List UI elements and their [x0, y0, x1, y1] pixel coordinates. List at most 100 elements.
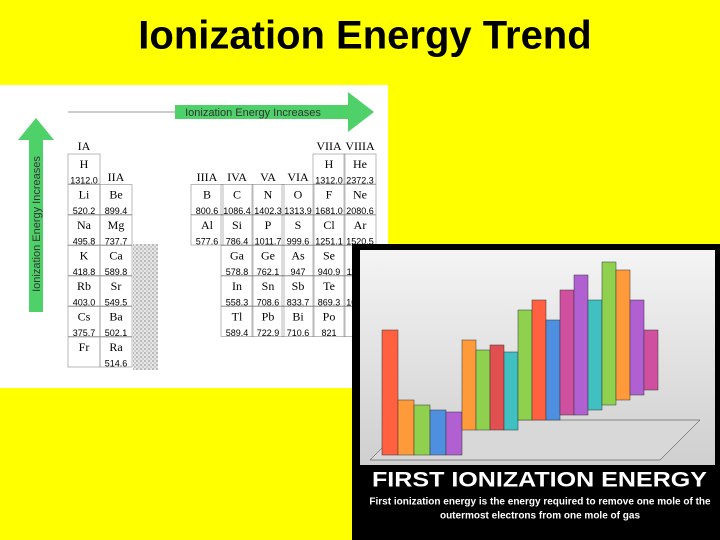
cell-border — [251, 275, 285, 307]
ionization-energy: 558.3 — [226, 297, 249, 307]
cell-border — [99, 336, 133, 368]
ionization-energy: 577.6 — [196, 236, 219, 246]
cell-border — [251, 306, 285, 337]
ionization-energy: 708.6 — [257, 297, 280, 307]
group-header: VIIIA — [345, 139, 375, 153]
ionization-energy: 1402.3 — [254, 206, 282, 216]
element-symbol: Ne — [353, 187, 367, 201]
group-header: VIA — [287, 170, 309, 184]
element-symbol: Na — [77, 218, 92, 232]
cell-border — [190, 214, 224, 246]
ionization-energy: 999.6 — [287, 236, 310, 246]
ionization-energy: 762.1 — [257, 267, 280, 277]
ionization-energy: 737.7 — [105, 236, 128, 246]
group-header: IIIA — [197, 170, 218, 184]
ionization-energy: 578.8 — [226, 267, 249, 277]
ionization-energy: 786.4 — [226, 236, 249, 246]
description-line: First ionization energy is the energy re… — [369, 497, 711, 508]
cell-border — [281, 306, 315, 337]
element-symbol: S — [295, 218, 302, 232]
ionization-energy: 821 — [321, 328, 336, 338]
vertical-arrow — [18, 118, 54, 312]
element-symbol: H — [80, 157, 89, 171]
element-symbol: Tl — [232, 309, 243, 323]
ionization-energy: 418.8 — [73, 267, 96, 277]
element-symbol: Cl — [323, 218, 335, 232]
cell-border — [99, 275, 133, 307]
ionization-energy: 403.0 — [73, 297, 96, 307]
ionization-energy: 1011.7 — [255, 236, 282, 246]
cell-border — [99, 245, 133, 276]
cell-border — [312, 214, 346, 246]
element-symbol: Ca — [109, 248, 123, 262]
element-symbol: Po — [323, 309, 336, 323]
cell-border — [67, 153, 101, 185]
cell-border — [312, 245, 346, 276]
ionization-energy: 800.6 — [196, 206, 219, 216]
element-symbol: As — [291, 248, 305, 262]
element-symbol: Ar — [354, 218, 367, 232]
element-symbol: Ge — [261, 248, 275, 262]
table-background — [0, 85, 388, 388]
ionization-energy: 1313.9 — [284, 206, 312, 216]
element-symbol: H — [325, 157, 334, 171]
cell-border — [251, 184, 285, 215]
cell-border — [251, 245, 285, 276]
cell-border — [343, 184, 377, 215]
cell-border — [343, 153, 377, 185]
element-symbol: Al — [201, 218, 214, 232]
ionization-energy: 1681.0 — [315, 206, 343, 216]
element-symbol: P — [265, 218, 272, 232]
cell-border — [312, 184, 346, 215]
group-header: VA — [260, 170, 276, 184]
description-line: outermost electrons from one mole of gas — [440, 511, 640, 522]
ionization-energy: 589.4 — [226, 328, 249, 338]
ionization-energy: 940.9 — [318, 267, 341, 277]
cell-border — [220, 306, 254, 337]
ionization-energy: 375.7 — [73, 328, 96, 338]
element-symbol: Be — [109, 187, 122, 201]
ionization-energy: 514.6 — [105, 358, 128, 368]
ionization-energy: 1086.4 — [223, 206, 251, 216]
group-header: VIIA — [316, 139, 342, 153]
horizontal-arrow-label: Ionization Energy Increases — [185, 107, 321, 119]
group-header: IA — [78, 139, 91, 153]
cell-border — [220, 214, 254, 246]
cell-border — [312, 275, 346, 307]
photo-caption: FIRST IONIZATION ENERGY — [372, 469, 707, 492]
cell-border — [99, 214, 133, 246]
element-symbol: Fr — [79, 340, 90, 354]
bar-illustration — [369, 261, 701, 461]
cell-border — [312, 306, 346, 337]
group-header: IIA — [108, 170, 125, 184]
element-symbol: B — [203, 187, 211, 201]
group-header: IVA — [227, 170, 247, 184]
cell-border — [190, 184, 224, 215]
photo-panel: FIRST IONIZATION ENERGY First ionization… — [352, 244, 720, 540]
ionization-energy: 899.4 — [105, 206, 128, 216]
element-symbol: C — [233, 187, 241, 201]
element-symbol: He — [353, 157, 367, 171]
ionization-energy: 549.5 — [105, 297, 128, 307]
element-symbol: Te — [323, 279, 335, 293]
cell-border — [99, 184, 133, 215]
cell-border — [220, 245, 254, 276]
cell-border — [281, 245, 315, 276]
ionization-energy: 2372.3 — [346, 175, 374, 185]
ionization-energy: 947 — [290, 267, 305, 277]
element-symbol: Ga — [230, 248, 245, 262]
element-symbol: N — [264, 187, 273, 201]
ionization-energy: 869.3 — [318, 297, 341, 307]
ionization-energy: 2080.6 — [346, 206, 374, 216]
element-symbol: O — [294, 187, 303, 201]
element-symbol: K — [80, 248, 89, 262]
cell-border — [99, 306, 133, 337]
cell-border — [281, 214, 315, 246]
ionization-energy: 833.7 — [287, 297, 310, 307]
ionization-energy: 1312.0 — [70, 175, 98, 185]
element-symbol: Pb — [262, 309, 275, 323]
ionization-energy: 502.1 — [105, 328, 128, 338]
element-symbol: Cs — [78, 309, 91, 323]
ionization-energy: 1520.5 — [346, 236, 374, 246]
